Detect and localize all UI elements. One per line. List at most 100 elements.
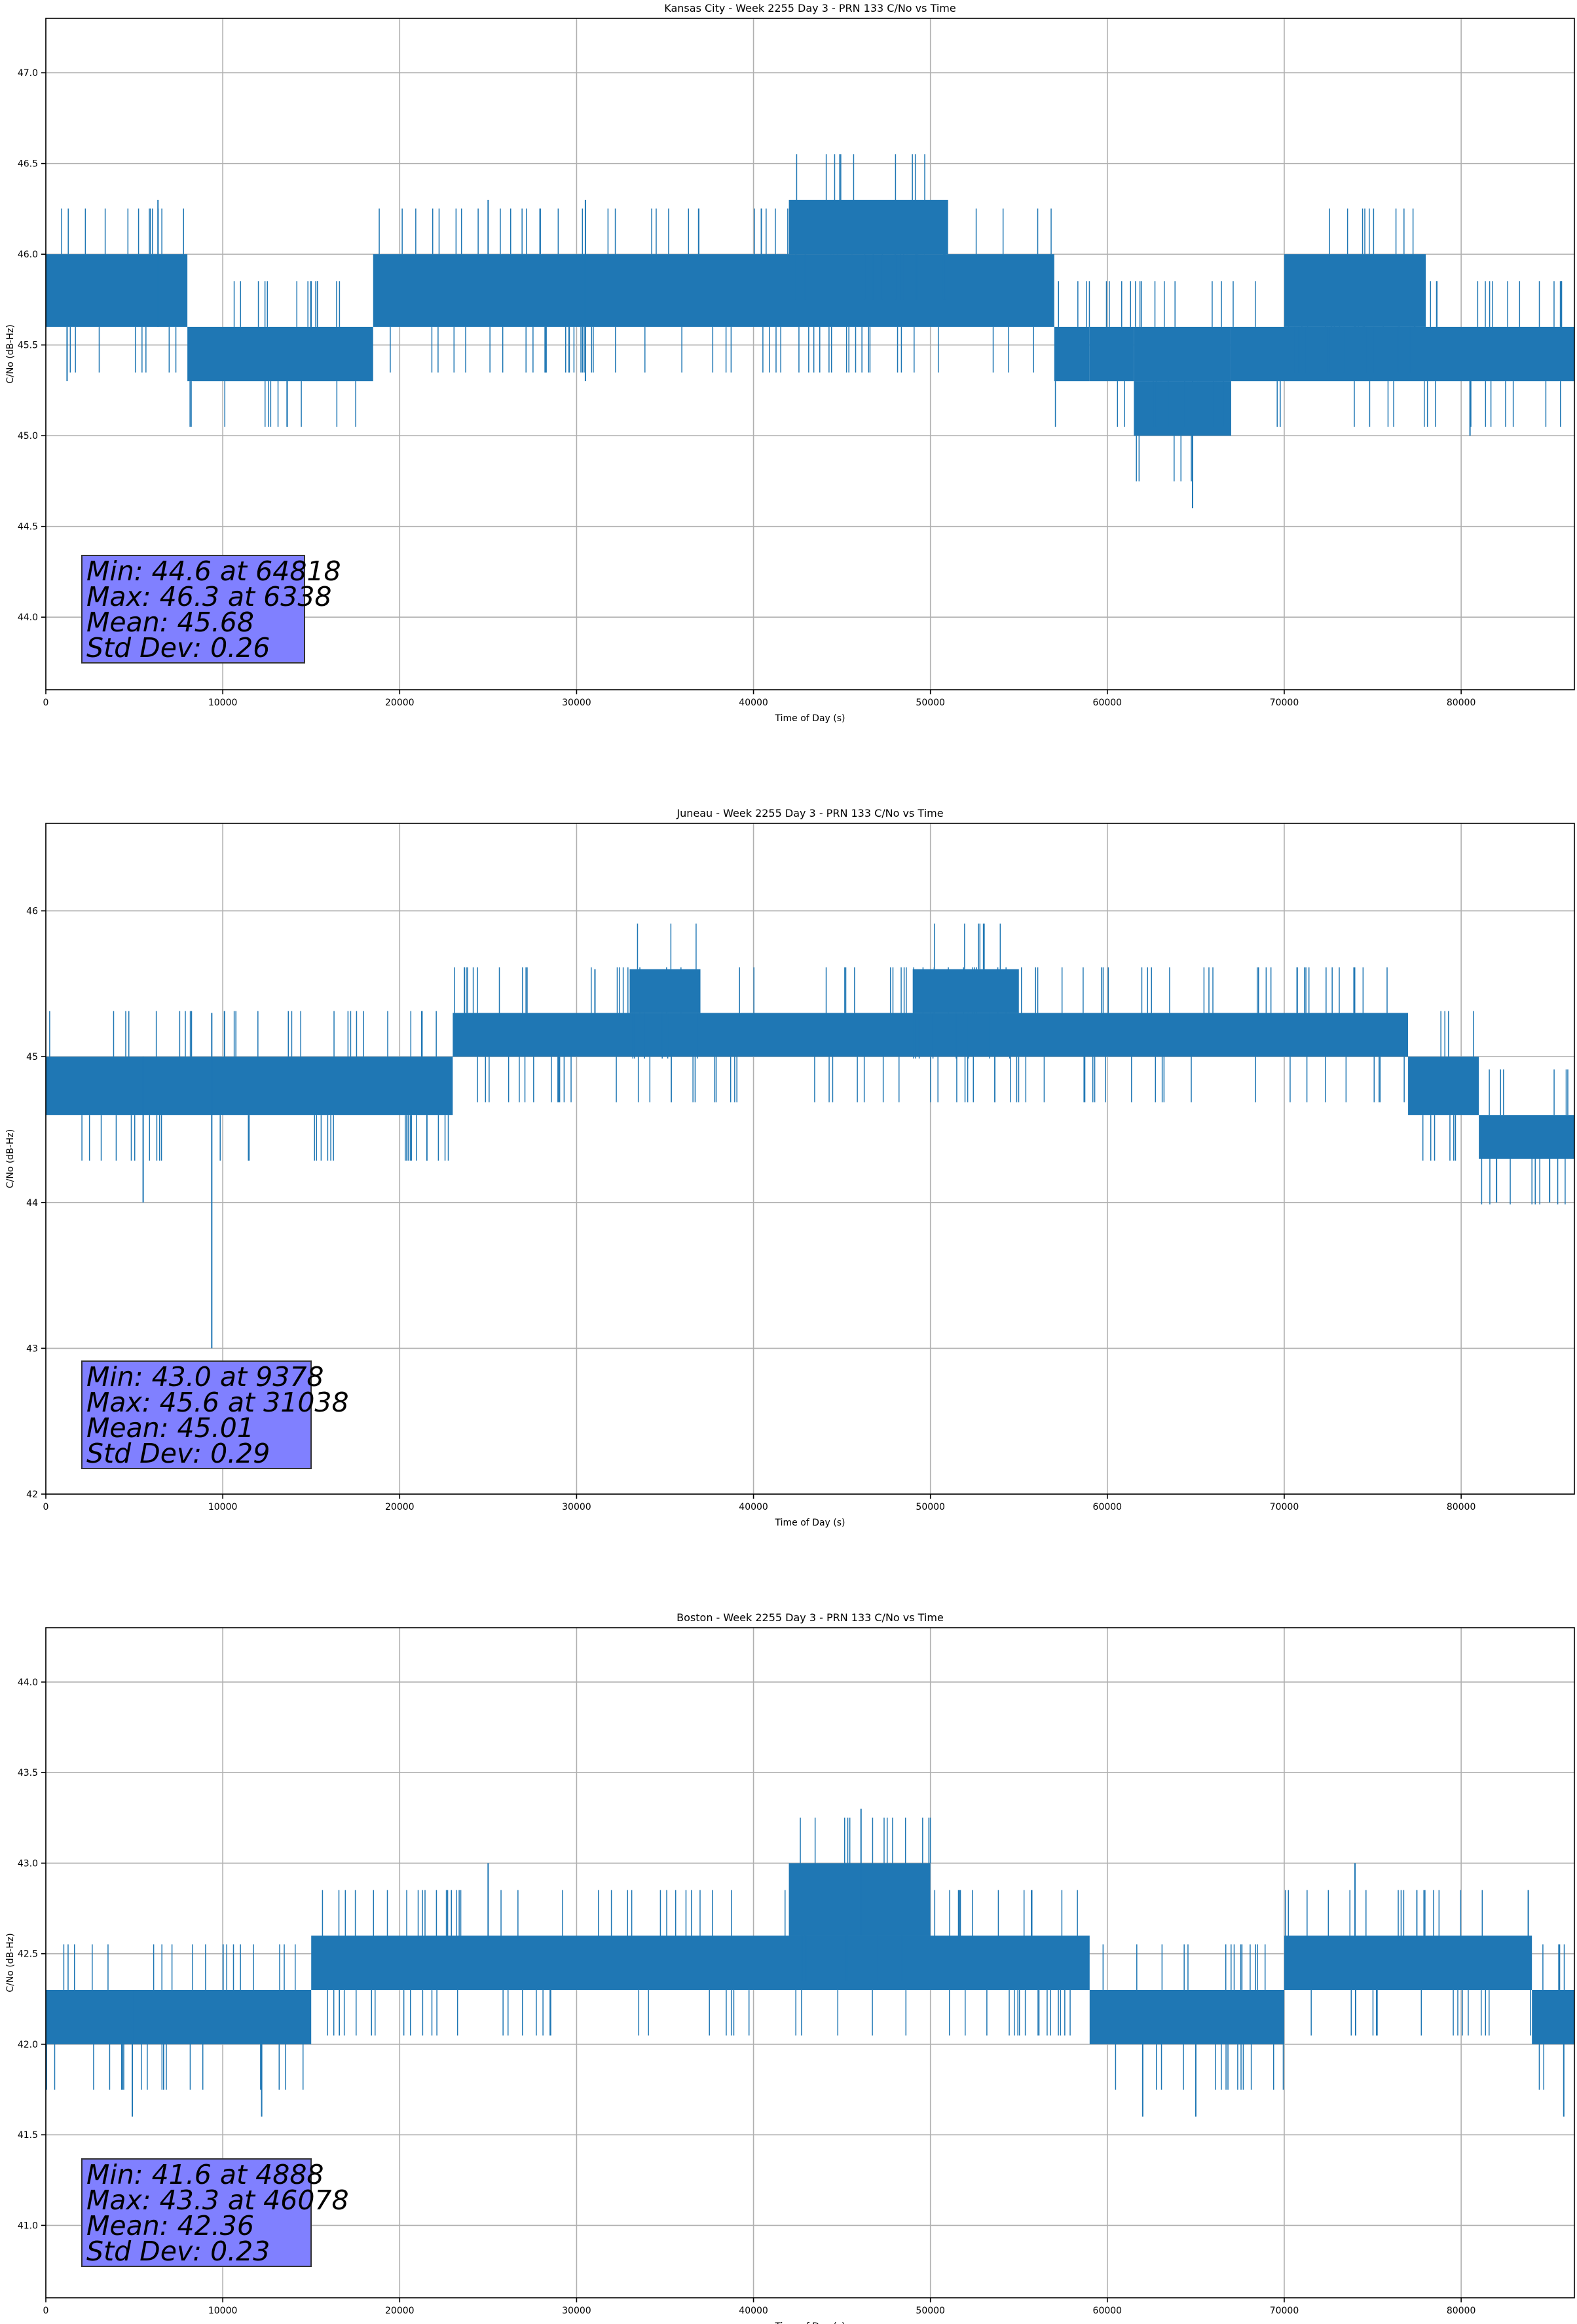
- x-tick-label: 0: [43, 1502, 49, 1512]
- y-tick-label: 46.5: [18, 159, 38, 170]
- x-tick-label: 20000: [385, 1502, 415, 1512]
- y-tick-label: 44.0: [18, 1677, 38, 1688]
- stats-min: Min: 44.6 at 64818: [86, 555, 341, 587]
- cno-band: [453, 1013, 1409, 1057]
- y-tick-label: 45.5: [18, 341, 38, 351]
- cno-series: [46, 923, 1574, 1349]
- y-tick-label: 44.5: [18, 522, 38, 533]
- cno-band: [1134, 381, 1231, 436]
- stats-mean: Mean: 45.01: [86, 1412, 254, 1444]
- y-tick-label: 42.5: [18, 1949, 38, 1960]
- y-tick-label: 43.5: [18, 1768, 38, 1778]
- stats-std-dev: Std Dev: 0.26: [86, 632, 270, 664]
- juneau-chart: 0 10000 20000 30000 40000 50000 60000 70000 8000…: [5, 807, 1575, 1528]
- x-tick-label: 20000: [385, 2306, 415, 2316]
- x-tick-label: 0: [43, 2306, 49, 2316]
- stats-mean: Mean: 45.68: [86, 607, 254, 638]
- x-tick-label: 80000: [1447, 2306, 1476, 2316]
- chart-panel-juneau: 0 10000 20000 30000 40000 50000 60000 70000 8000…: [0, 773, 1577, 1546]
- y-tick-label: 44.0: [18, 612, 38, 623]
- x-tick-label: 50000: [916, 1502, 945, 1512]
- stats-box: Min: 41.6 at 4888 Max: 43.3 at 46078 Mea…: [81, 2158, 349, 2267]
- x-axis-label: Time of Day (s): [775, 1518, 845, 1528]
- y-tick-label: 45.0: [18, 431, 38, 441]
- stats-mean: Mean: 42.36: [86, 2210, 254, 2241]
- cno-band: [1284, 1936, 1532, 1990]
- cno-band: [788, 200, 948, 255]
- cno-band: [373, 254, 1054, 327]
- cno-band: [1231, 326, 1574, 382]
- y-axis-label: C/No (dB-Hz): [5, 1933, 16, 1992]
- cno-band: [629, 969, 701, 1013]
- x-tick-label: 10000: [208, 1502, 238, 1512]
- x-axis-label: Time of Day (s): [775, 713, 845, 724]
- x-tick-label: 60000: [1093, 1502, 1122, 1512]
- stats-min: Min: 41.6 at 4888: [86, 2159, 324, 2190]
- boston-chart: 0 10000 20000 30000 40000 50000 60000 70000 8000…: [5, 1611, 1575, 2324]
- cno-band: [1089, 1989, 1284, 2044]
- cno-series: [46, 154, 1574, 508]
- x-tick-label: 50000: [916, 698, 945, 708]
- x-tick-label: 50000: [916, 2306, 945, 2316]
- chart-title: Kansas City - Week 2255 Day 3 - PRN 133 …: [664, 2, 955, 14]
- x-tick-label: 10000: [208, 2306, 238, 2316]
- x-axis-label: Time of Day (s): [775, 2321, 845, 2324]
- cno-band: [1408, 1057, 1479, 1115]
- x-tick-label: 60000: [1093, 698, 1122, 708]
- y-tick-label: 42.0: [18, 2040, 38, 2050]
- cno-band: [912, 969, 1019, 1013]
- x-tick-label: 70000: [1270, 1502, 1299, 1512]
- stats-box: Min: 43.0 at 9378 Max: 45.6 at 31038 Mea…: [81, 1360, 349, 1469]
- stats-std-dev: Std Dev: 0.29: [86, 1438, 270, 1469]
- cno-band: [1479, 1115, 1574, 1159]
- y-tick-label: 41.5: [18, 2130, 38, 2141]
- stats-max: Max: 45.6 at 31038: [86, 1387, 349, 1418]
- chart-title: Boston - Week 2255 Day 3 - PRN 133 C/No …: [677, 1611, 944, 1624]
- plot-frame: [45, 823, 1575, 1495]
- x-tick-label: 80000: [1447, 698, 1476, 708]
- x-tick-label: 30000: [562, 698, 591, 708]
- x-tick-label: 30000: [562, 2306, 591, 2316]
- stats-min: Min: 43.0 at 9378: [86, 1361, 324, 1393]
- x-tick-label: 10000: [208, 698, 238, 708]
- x-tick-label: 30000: [562, 1502, 591, 1512]
- cno-band: [1089, 326, 1134, 382]
- x-tick-label: 20000: [385, 698, 415, 708]
- y-tick-label: 46.0: [18, 250, 38, 260]
- chart-panel-kansas-city: 0 10000 20000 30000 40000 50000 60000 70000 8000…: [0, 0, 1577, 773]
- y-axis-label: C/No (dB-Hz): [5, 1129, 16, 1188]
- x-tick-label: 40000: [739, 1502, 768, 1512]
- chart-title: Juneau - Week 2255 Day 3 - PRN 133 C/No …: [676, 807, 943, 819]
- stats-max: Max: 46.3 at 6338: [86, 581, 332, 612]
- stats-std-dev: Std Dev: 0.23: [86, 2236, 270, 2267]
- cno-band: [46, 1989, 312, 2044]
- x-tick-label: 60000: [1093, 2306, 1122, 2316]
- cno-band: [788, 1863, 931, 1936]
- y-tick-label: 43.0: [18, 1858, 38, 1869]
- cno-band: [311, 1936, 1090, 1990]
- y-axis-label: C/No (dB-Hz): [5, 324, 16, 383]
- cno-band: [46, 254, 188, 327]
- cno-band: [1134, 326, 1231, 382]
- y-tick-label: 41.0: [18, 2221, 38, 2231]
- cno-band: [46, 1057, 453, 1115]
- kansas-city-chart: 0 10000 20000 30000 40000 50000 60000 70000 8000…: [5, 2, 1575, 724]
- cno-series: [46, 1809, 1574, 2117]
- cno-band: [1284, 254, 1426, 327]
- cno-band: [187, 326, 373, 382]
- cno-band: [1532, 1989, 1574, 2044]
- x-tick-label: 0: [43, 698, 49, 708]
- stats-max: Max: 43.3 at 46078: [86, 2184, 349, 2216]
- y-tick-label: 47.0: [18, 68, 38, 79]
- x-tick-label: 80000: [1447, 1502, 1476, 1512]
- plot-frame: [45, 1627, 1575, 2298]
- y-tick-label: 42: [26, 1490, 38, 1500]
- x-tick-label: 70000: [1270, 2306, 1299, 2316]
- stats-box: Min: 44.6 at 64818 Max: 46.3 at 6338 Mea…: [81, 555, 341, 664]
- plot-frame: [45, 18, 1575, 690]
- x-tick-label: 40000: [739, 2306, 768, 2316]
- y-tick-label: 43: [26, 1343, 38, 1354]
- y-tick-label: 44: [26, 1198, 38, 1209]
- x-tick-label: 40000: [739, 698, 768, 708]
- x-tick-label: 70000: [1270, 698, 1299, 708]
